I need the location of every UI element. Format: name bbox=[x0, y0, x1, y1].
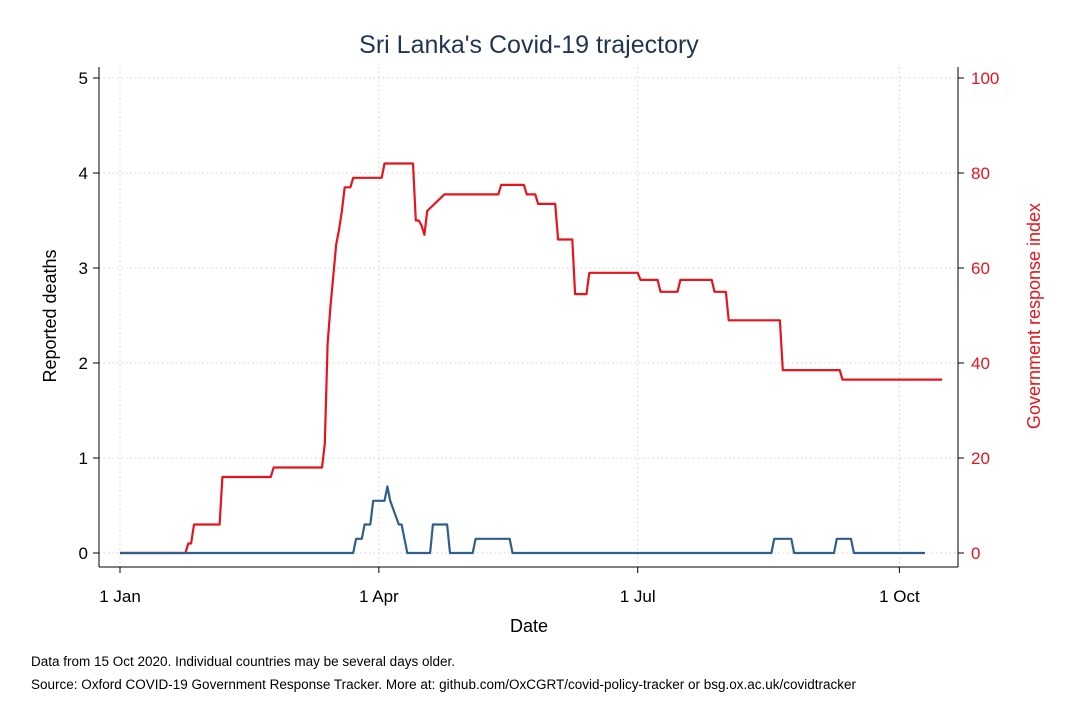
y-tick-label-right: 0 bbox=[971, 544, 980, 563]
footnote-data-date: Data from 15 Oct 2020. Individual countr… bbox=[31, 654, 455, 669]
footnote-source: Source: Oxford COVID-19 Government Respo… bbox=[31, 677, 857, 692]
chart-title: Sri Lanka's Covid-19 trajectory bbox=[359, 31, 699, 59]
gridlines bbox=[99, 67, 958, 567]
series-lines bbox=[120, 162, 943, 555]
y-axis-label-left: Reported deaths bbox=[40, 249, 60, 382]
reported-deaths-line bbox=[120, 485, 925, 555]
covid-trajectory-chart: Sri Lanka's Covid-19 trajectory 0 1 2 3 4 5 0 2… bbox=[40, 31, 1044, 636]
y-tick-label-left: 2 bbox=[79, 354, 88, 373]
y-tick-label-right: 100 bbox=[971, 69, 999, 88]
y-tick-label-right: 20 bbox=[971, 449, 990, 468]
y-tick-label-left: 5 bbox=[79, 69, 88, 88]
response-index-line bbox=[120, 162, 943, 555]
y-tick-label-left: 1 bbox=[79, 449, 88, 468]
y-tick-label-right: 80 bbox=[971, 164, 990, 183]
x-tick-label: 1 Jan bbox=[99, 587, 141, 606]
x-tick-label: 1 Oct bbox=[879, 587, 920, 606]
x-axis-label: Date bbox=[510, 616, 548, 636]
axes bbox=[93, 67, 964, 573]
y-tick-label-left: 0 bbox=[79, 544, 88, 563]
y-tick-label-left: 3 bbox=[79, 259, 88, 278]
y-tick-label-left: 4 bbox=[79, 164, 88, 183]
y-tick-label-right: 60 bbox=[971, 259, 990, 278]
y-axis-label-right: Government response index bbox=[1024, 203, 1044, 429]
x-tick-label: 1 Apr bbox=[359, 587, 399, 606]
y-tick-label-right: 40 bbox=[971, 354, 990, 373]
tick-labels: 0 1 2 3 4 5 0 20 40 60 80 100 1 Jan 1 Apr 1 Jul 1 Oct bbox=[79, 69, 1000, 606]
x-tick-label: 1 Jul bbox=[620, 587, 656, 606]
